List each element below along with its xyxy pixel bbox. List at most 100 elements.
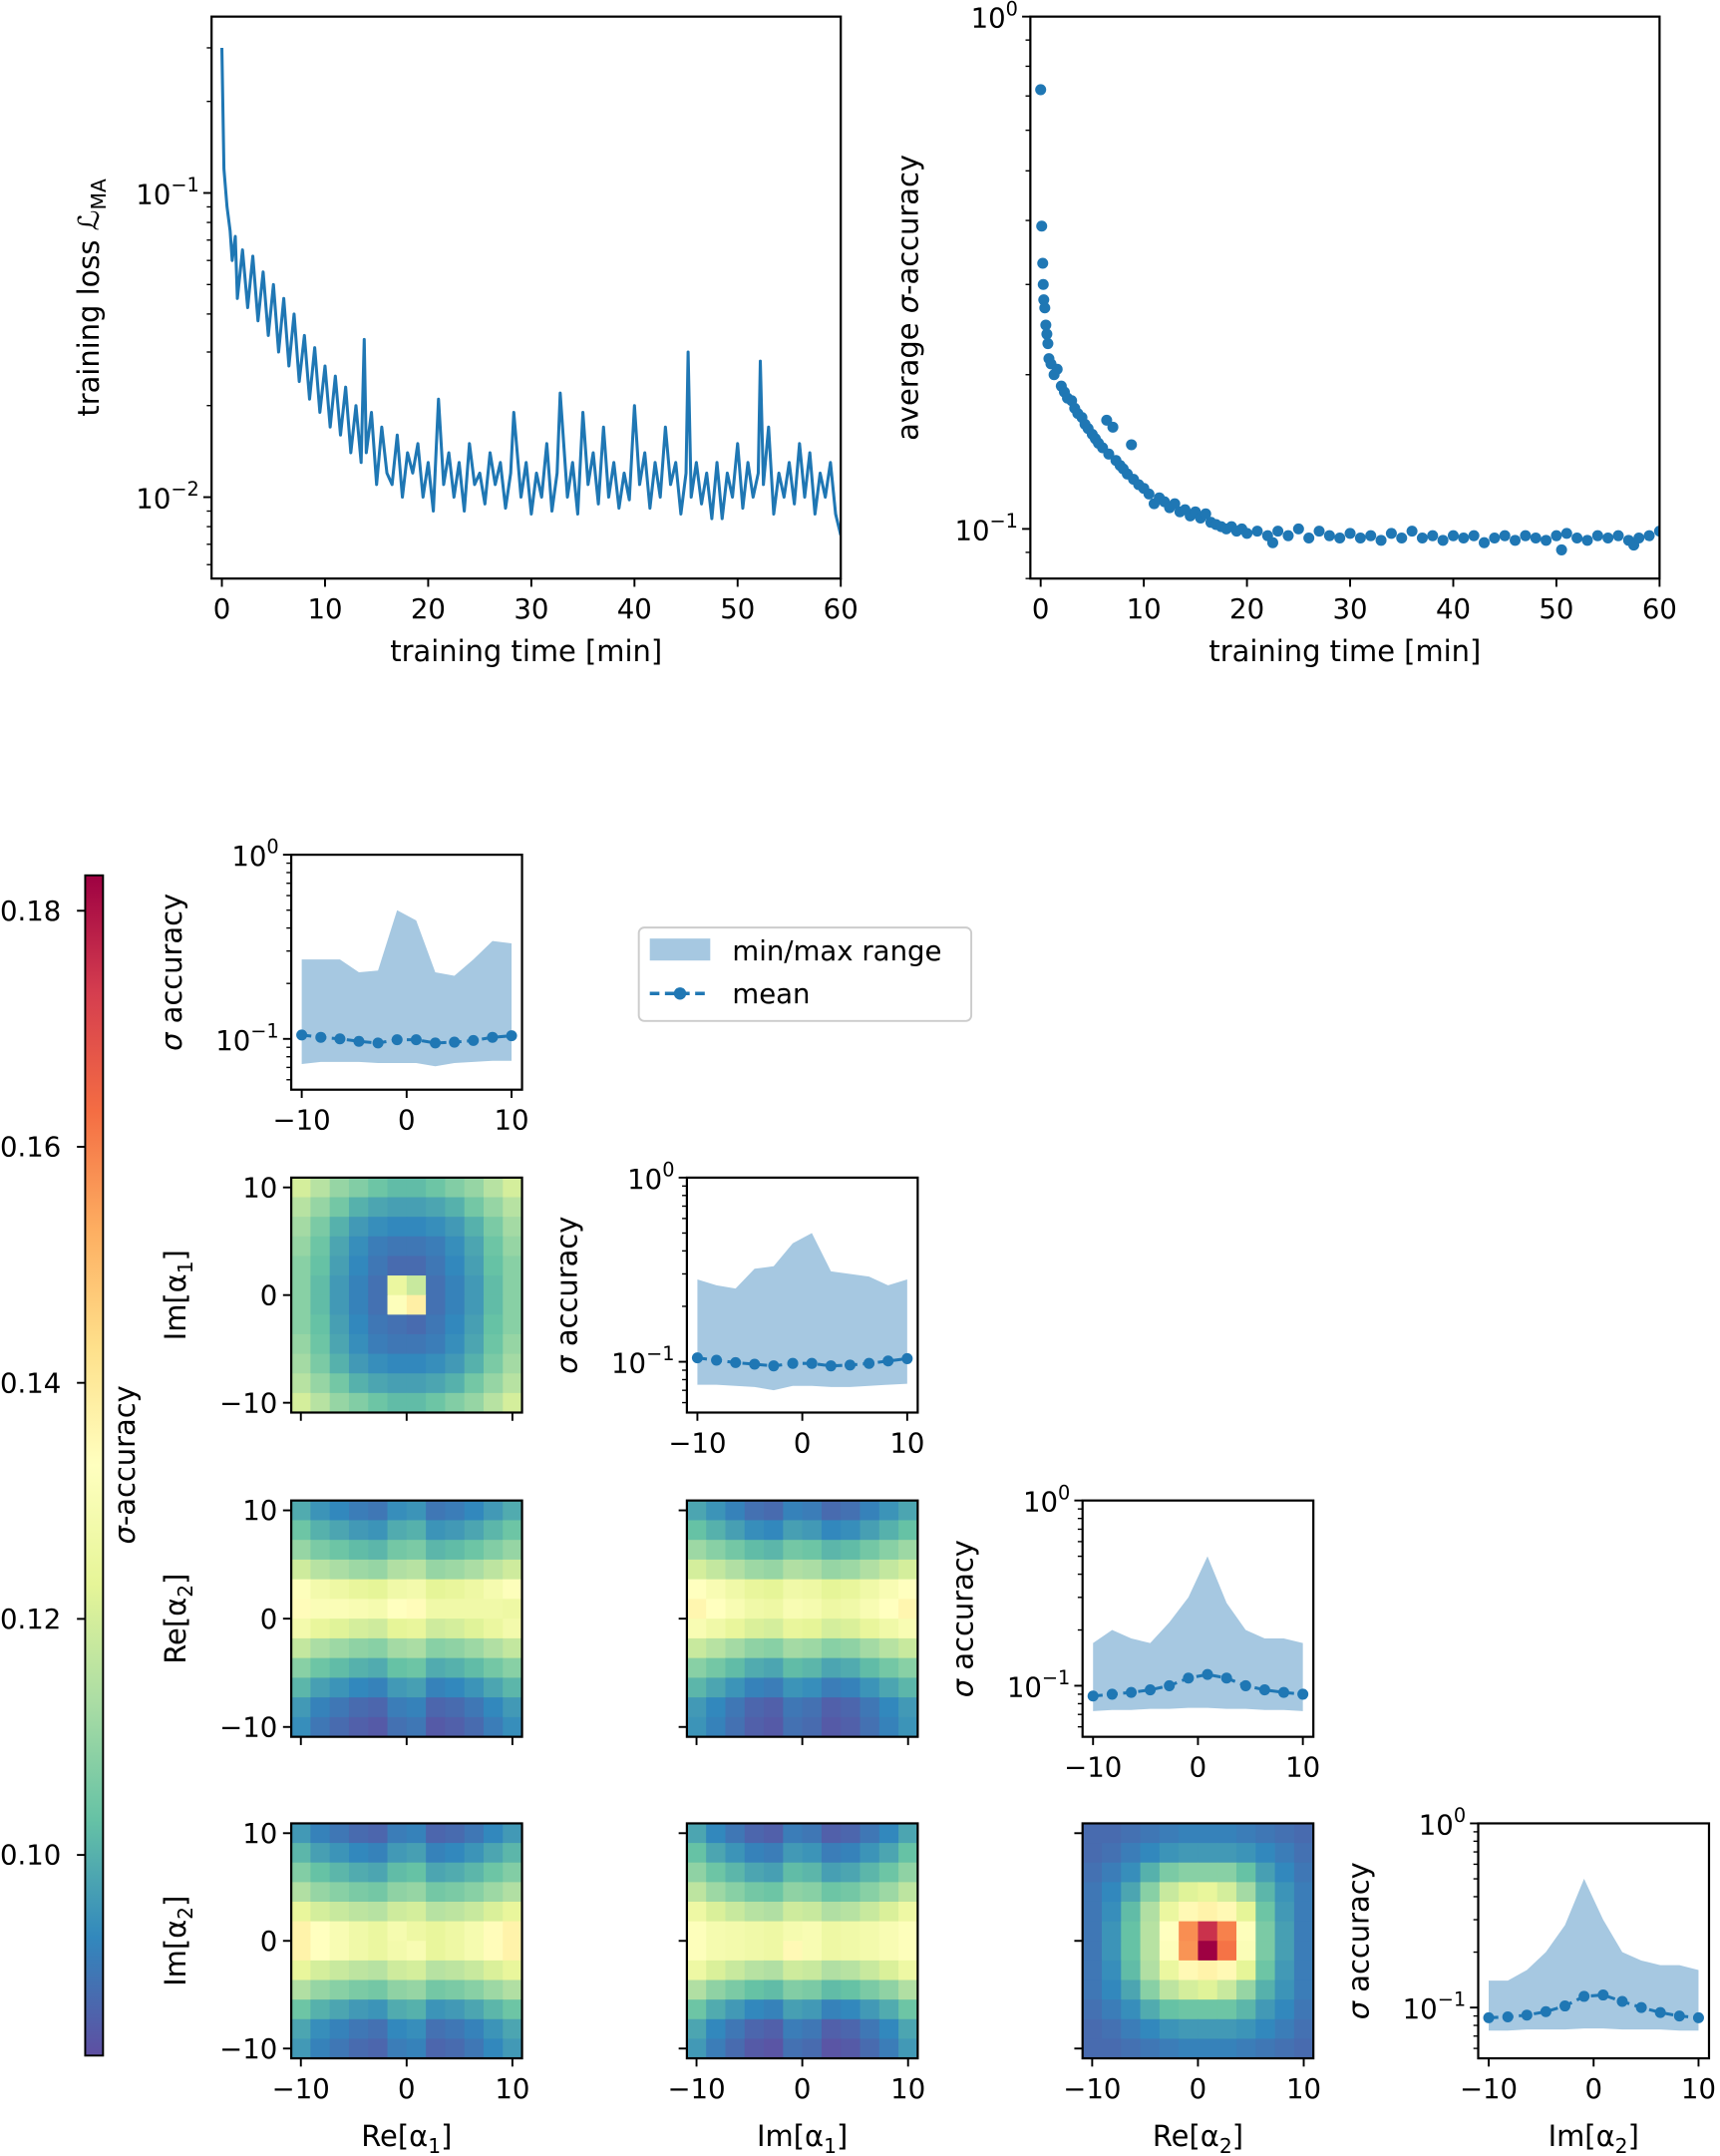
heatmap-cell bbox=[329, 1941, 350, 1962]
heatmap-cell bbox=[348, 1236, 369, 1257]
heatmap-cell bbox=[426, 1294, 446, 1315]
legend: min/max range mean bbox=[637, 926, 973, 1022]
heatmap-cell bbox=[1101, 1843, 1122, 1864]
heatmap-cell bbox=[464, 1862, 485, 1883]
heatmap-cell bbox=[426, 1618, 446, 1639]
heatmap-cell bbox=[898, 1979, 918, 2000]
heatmap-cell bbox=[291, 1941, 311, 1962]
heatmap-cell bbox=[1255, 1941, 1276, 1962]
heatmap-cell bbox=[291, 1314, 311, 1335]
heatmap-cell bbox=[348, 1823, 369, 1844]
heatmap-cell bbox=[706, 1960, 727, 1981]
scatter-point bbox=[1555, 543, 1567, 555]
heatmap-cell bbox=[1216, 1843, 1237, 1864]
heatmap-cell bbox=[310, 1275, 331, 1296]
heatmap-cell bbox=[368, 1559, 389, 1581]
y-axis-label: training loss ℒMA bbox=[72, 179, 111, 417]
heatmap-cell bbox=[503, 1941, 522, 1962]
heatmap-cell bbox=[348, 1921, 369, 1942]
heatmap-cell bbox=[706, 1882, 727, 1903]
tick-exponent: 0 bbox=[1058, 1481, 1070, 1504]
x-tick-label: 0 bbox=[213, 593, 231, 625]
heatmap-cell bbox=[368, 1217, 389, 1238]
heatmap-cell bbox=[706, 1843, 727, 1864]
heatmap-cell bbox=[821, 2018, 842, 2039]
heatmap-cell bbox=[348, 1677, 369, 1698]
heatmap-cell bbox=[706, 1697, 727, 1718]
heatmap-cell bbox=[483, 1901, 504, 1923]
heatmap-cell bbox=[483, 1637, 504, 1659]
heatmap-cell bbox=[744, 1540, 765, 1561]
heatmap-cell bbox=[503, 1697, 522, 1718]
heatmap-cell bbox=[348, 1901, 369, 1923]
scatter-point bbox=[1334, 532, 1346, 544]
heatmap-cell bbox=[464, 1333, 485, 1355]
scatter-point bbox=[1272, 526, 1284, 538]
heatmap-cell bbox=[686, 1599, 707, 1619]
heatmap-cell bbox=[368, 1520, 389, 1541]
mean-point bbox=[1164, 1679, 1176, 1691]
heatmap-cell bbox=[368, 1392, 389, 1413]
plot-area bbox=[686, 1500, 918, 1737]
heatmap-cell bbox=[310, 2038, 331, 2059]
heatmap-cell bbox=[310, 1862, 331, 1883]
heatmap-cell bbox=[426, 1999, 446, 2020]
heatmap-cell bbox=[1159, 1921, 1180, 1942]
heatmap-cell bbox=[348, 1314, 369, 1335]
label-segment: -accuracy bbox=[890, 155, 924, 295]
mean-point bbox=[1597, 1989, 1609, 2001]
heatmap-cell bbox=[1179, 1901, 1199, 1923]
heatmap-cell bbox=[406, 1941, 427, 1962]
scatter-point bbox=[1051, 363, 1063, 375]
heatmap-cell bbox=[445, 1979, 466, 2000]
heatmap-cell bbox=[406, 1637, 427, 1659]
heatmap-cell bbox=[1121, 1843, 1142, 1864]
heatmap-cell bbox=[406, 1177, 427, 1199]
heatmap-cell bbox=[368, 1294, 389, 1315]
heatmap-cell bbox=[387, 1392, 408, 1413]
heatmap-cell bbox=[686, 1960, 707, 1981]
heatmap-cell bbox=[503, 1862, 522, 1883]
tick-base: 10 bbox=[1023, 1487, 1058, 1519]
heatmap-cell bbox=[426, 1314, 446, 1335]
heatmap-cell bbox=[503, 1960, 522, 1981]
heatmap-cell bbox=[841, 1559, 861, 1581]
heatmap-cell bbox=[291, 1373, 311, 1394]
heatmap-cell bbox=[348, 1275, 369, 1296]
heatmap-cell bbox=[291, 1579, 311, 1600]
heatmap-cell bbox=[445, 1294, 466, 1315]
heatmap-cell bbox=[406, 1843, 427, 1864]
x-tick-label: 50 bbox=[1539, 593, 1573, 625]
heatmap-cell bbox=[706, 1540, 727, 1561]
heatmap-cell bbox=[764, 2018, 784, 2039]
heatmap-cell bbox=[841, 1657, 861, 1678]
x-tick-label: 0 bbox=[794, 1427, 812, 1459]
scatter-point bbox=[1038, 294, 1050, 306]
tick-label: 10−1 bbox=[136, 174, 198, 210]
heatmap-cell bbox=[329, 1236, 350, 1257]
scatter-point bbox=[1036, 220, 1048, 232]
heatmap-cell bbox=[898, 1637, 918, 1659]
heatmap-cell bbox=[329, 1637, 350, 1659]
heatmap-cell bbox=[878, 1637, 899, 1659]
heatmap-cell bbox=[329, 1599, 350, 1619]
heatmap-cell bbox=[310, 1559, 331, 1581]
heatmap-cell bbox=[1140, 1979, 1161, 2000]
heatmap-cell bbox=[860, 1941, 880, 1962]
heatmap-cell bbox=[368, 1197, 389, 1218]
heatmap-cell bbox=[841, 1862, 861, 1883]
heatmap-cell bbox=[878, 1823, 899, 1844]
heatmap-cell bbox=[406, 1197, 427, 1218]
tick-exponent: −1 bbox=[1042, 1666, 1070, 1689]
heatmap-cell bbox=[1274, 1979, 1295, 2000]
heatmap-cell bbox=[464, 1236, 485, 1257]
heatmap-cell bbox=[291, 1921, 311, 1942]
heatmap-cell bbox=[1216, 1999, 1237, 2020]
label-segment: Re[α bbox=[1153, 2119, 1219, 2153]
heatmap-cell bbox=[483, 1333, 504, 1355]
heatmap-cell bbox=[329, 1579, 350, 1600]
heatmap-cell bbox=[1179, 1823, 1199, 1844]
heatmap-cell bbox=[1082, 1882, 1103, 1903]
